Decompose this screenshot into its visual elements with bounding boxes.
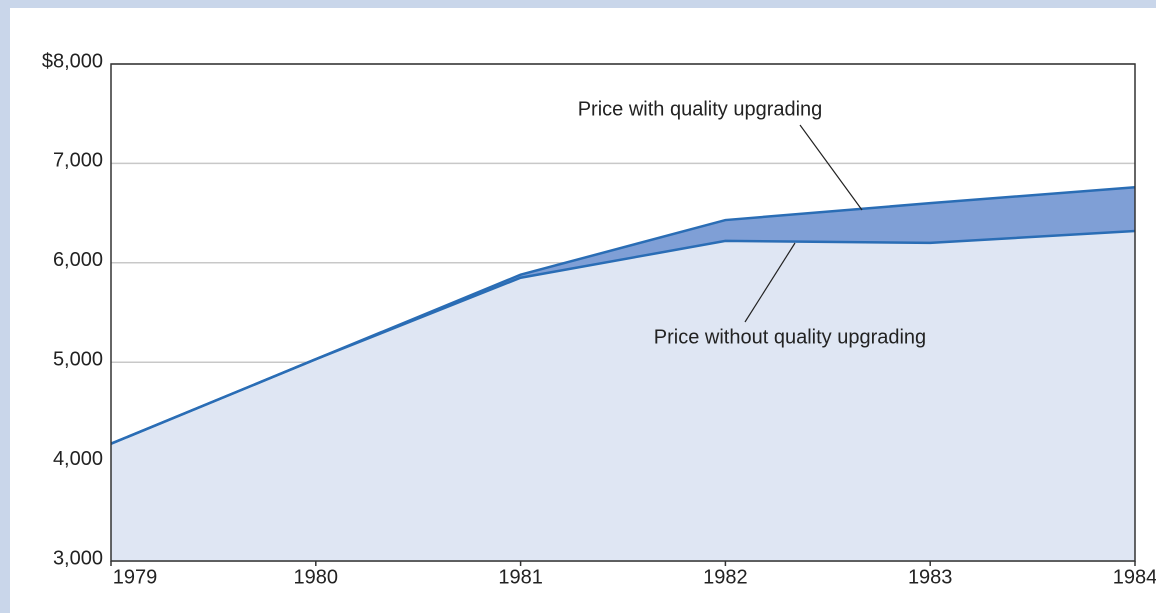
y-tick-label: $8,000 [42, 50, 103, 72]
y-tick-label: 4,000 [53, 448, 103, 470]
leader [744, 242, 796, 323]
line [110, 229, 1136, 445]
y-tick-label: 7,000 [53, 150, 103, 172]
x-tick-label: 1981 [498, 566, 543, 588]
plot-frame [110, 63, 1136, 562]
x-tick-label: 1980 [294, 566, 339, 588]
area-lower [111, 230, 1135, 561]
y-tick-label: 5,000 [53, 348, 103, 370]
y-tick-label: 6,000 [53, 249, 103, 271]
area-band [111, 187, 1135, 444]
annotation: Price without quality upgrading [654, 326, 926, 348]
y-tick-label: 3,000 [53, 547, 103, 569]
x-tick-label: 1982 [703, 566, 748, 588]
x-tick-label: 1983 [908, 566, 953, 588]
x-tick-label: 1979 [113, 566, 158, 588]
annotation: Price with quality upgrading [578, 98, 823, 120]
x-tick-label: 1984 [1113, 566, 1156, 588]
leader [799, 124, 863, 211]
